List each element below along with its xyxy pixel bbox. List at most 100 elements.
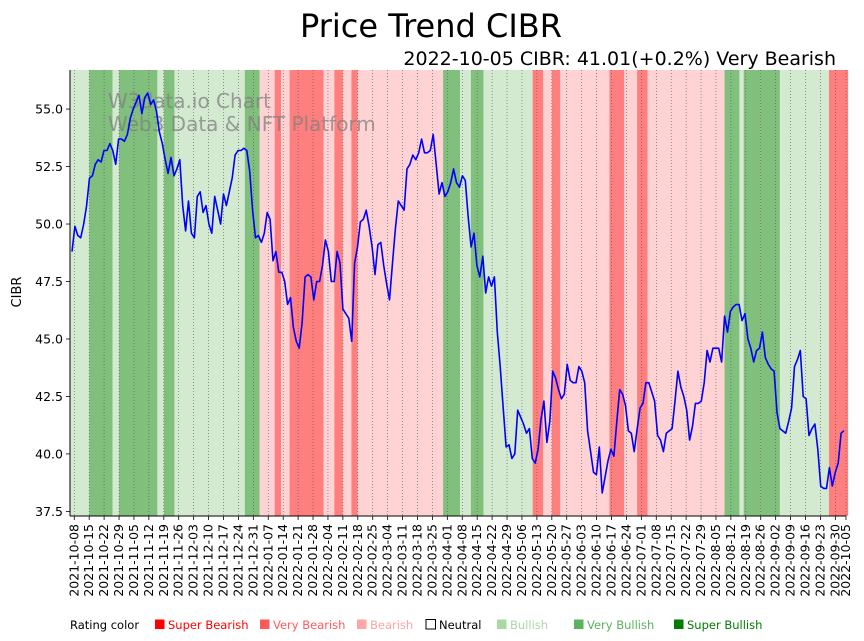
series-layer — [71, 92, 845, 494]
rating-bands — [70, 70, 849, 516]
legend-label: Rating color — [70, 618, 139, 632]
rating-band — [543, 70, 552, 516]
legend-swatch — [357, 619, 367, 629]
rating-band — [460, 70, 471, 516]
x-tick-label: 2022-09-09 — [783, 524, 798, 597]
watermark-line: Web3 Data & NFT Platform — [108, 112, 376, 136]
y-tick-label: 42.5 — [35, 389, 63, 404]
legend-swatch — [260, 619, 270, 629]
rating-band — [281, 70, 290, 516]
y-tick-label: 45.0 — [35, 331, 63, 346]
x-tick-label: 2022-01-21 — [290, 524, 305, 597]
x-tick-label: 2022-09-23 — [812, 524, 827, 597]
x-tick-label: 2022-01-28 — [305, 524, 320, 597]
legend-item-label: Bearish — [370, 618, 413, 632]
series-line-cibr — [71, 92, 845, 494]
x-tick-label: 2022-05-27 — [559, 524, 574, 597]
rating-band — [112, 70, 120, 516]
x-tick-label: 2022-03-18 — [409, 524, 424, 597]
x-tick-label: 2022-09-02 — [768, 524, 783, 597]
y-tick-label: 55.0 — [35, 102, 63, 117]
x-tick-label: 2021-12-03 — [186, 524, 201, 597]
x-tick-label: 2022-03-25 — [424, 524, 439, 597]
rating-band — [323, 70, 335, 516]
x-tick-label: 2022-05-06 — [514, 524, 529, 597]
rating-band — [174, 70, 179, 516]
x-tick-label: 2022-03-11 — [395, 524, 410, 597]
rating-band — [609, 70, 625, 516]
y-axis-label: CIBR — [10, 277, 25, 308]
legend-swatch — [674, 619, 684, 629]
x-tick-label: 2022-10-05 — [838, 524, 853, 597]
legend-swatch — [574, 619, 584, 629]
legend-item-label: Bullish — [510, 618, 548, 632]
rating-band — [70, 70, 90, 516]
x-tick-label: 2022-08-26 — [753, 524, 768, 597]
x-tick-label: 2022-07-15 — [663, 524, 678, 597]
rating-band — [119, 70, 158, 516]
x-tick-label: 2022-04-29 — [499, 524, 514, 597]
y-tick-label: 47.5 — [35, 274, 63, 289]
legend-swatch — [155, 619, 165, 629]
rating-band — [157, 70, 164, 516]
y-tick-label: 37.5 — [35, 504, 63, 519]
rating-band — [244, 70, 260, 516]
x-tick-label: 2022-04-01 — [439, 524, 454, 597]
x-tick-label: 2022-06-24 — [618, 524, 633, 597]
x-tick-label: 2022-08-12 — [723, 524, 738, 597]
x-tick-label: 2022-03-04 — [380, 524, 395, 597]
rating-band — [743, 70, 761, 516]
x-tick-label: 2021-12-10 — [201, 524, 216, 597]
x-tick-label: 2021-10-22 — [96, 524, 111, 597]
x-tick-label: 2022-02-18 — [350, 524, 365, 597]
x-tick-label: 2022-04-08 — [454, 524, 469, 597]
x-tick-label: 2022-08-05 — [708, 524, 723, 597]
rating-band — [624, 70, 638, 516]
rating-band — [551, 70, 561, 516]
x-tick-label: 2022-06-10 — [589, 524, 604, 597]
rating-band — [351, 70, 358, 516]
x-tick-label: 2022-06-03 — [574, 524, 589, 597]
x-tick-label: 2021-11-05 — [126, 524, 141, 597]
x-tick-label: 2022-07-08 — [648, 524, 663, 597]
x-tick-label: 2022-02-04 — [320, 524, 335, 597]
x-tick-label: 2022-02-11 — [335, 524, 350, 597]
legend-item-label: Neutral — [439, 618, 481, 632]
rating-band — [637, 70, 648, 516]
axes — [69, 70, 846, 517]
rating-band — [483, 70, 533, 516]
chart-title: Price Trend CIBR — [300, 7, 562, 45]
legend-swatch — [497, 619, 507, 629]
legend-item-label: Super Bullish — [687, 618, 762, 632]
rating-band — [334, 70, 343, 516]
rating-band — [779, 70, 829, 516]
x-tick-label: 2022-09-30 — [827, 524, 842, 597]
vertical-gridlines — [73, 70, 847, 516]
x-tick-label: 2021-12-24 — [230, 524, 245, 597]
rating-band — [443, 70, 461, 516]
x-tick-label: 2022-04-22 — [484, 524, 499, 597]
y-axis-ticks: 37.5 40.0 42.5 45.0 47.5 50.0 52.5 55.0 — [35, 102, 70, 519]
x-tick-label: 2022-05-20 — [544, 524, 559, 597]
rating-legend: Rating color Super Bearish Very Bearish Bea… — [70, 618, 762, 632]
x-tick-label: 2021-12-31 — [245, 524, 260, 597]
rating-band — [760, 70, 780, 516]
x-tick-label: 2021-11-19 — [156, 524, 171, 597]
x-tick-label: 2022-01-07 — [260, 524, 275, 597]
legend-swatch — [425, 619, 436, 630]
rating-band — [739, 70, 744, 516]
rating-band — [560, 70, 610, 516]
rating-band — [89, 70, 113, 516]
legend-item-label: Very Bullish — [587, 618, 654, 632]
x-tick-label: 2022-02-25 — [365, 524, 380, 597]
x-tick-label: 2021-10-15 — [81, 524, 96, 597]
rating-band — [259, 70, 275, 516]
rating-band — [828, 70, 849, 516]
x-tick-label: 2022-07-22 — [678, 524, 693, 597]
y-tick-label: 40.0 — [35, 446, 63, 461]
x-tick-label: 2022-07-01 — [633, 524, 648, 597]
legend-item-label: Very Bearish — [273, 618, 345, 632]
x-tick-label: 2021-12-17 — [215, 524, 230, 597]
